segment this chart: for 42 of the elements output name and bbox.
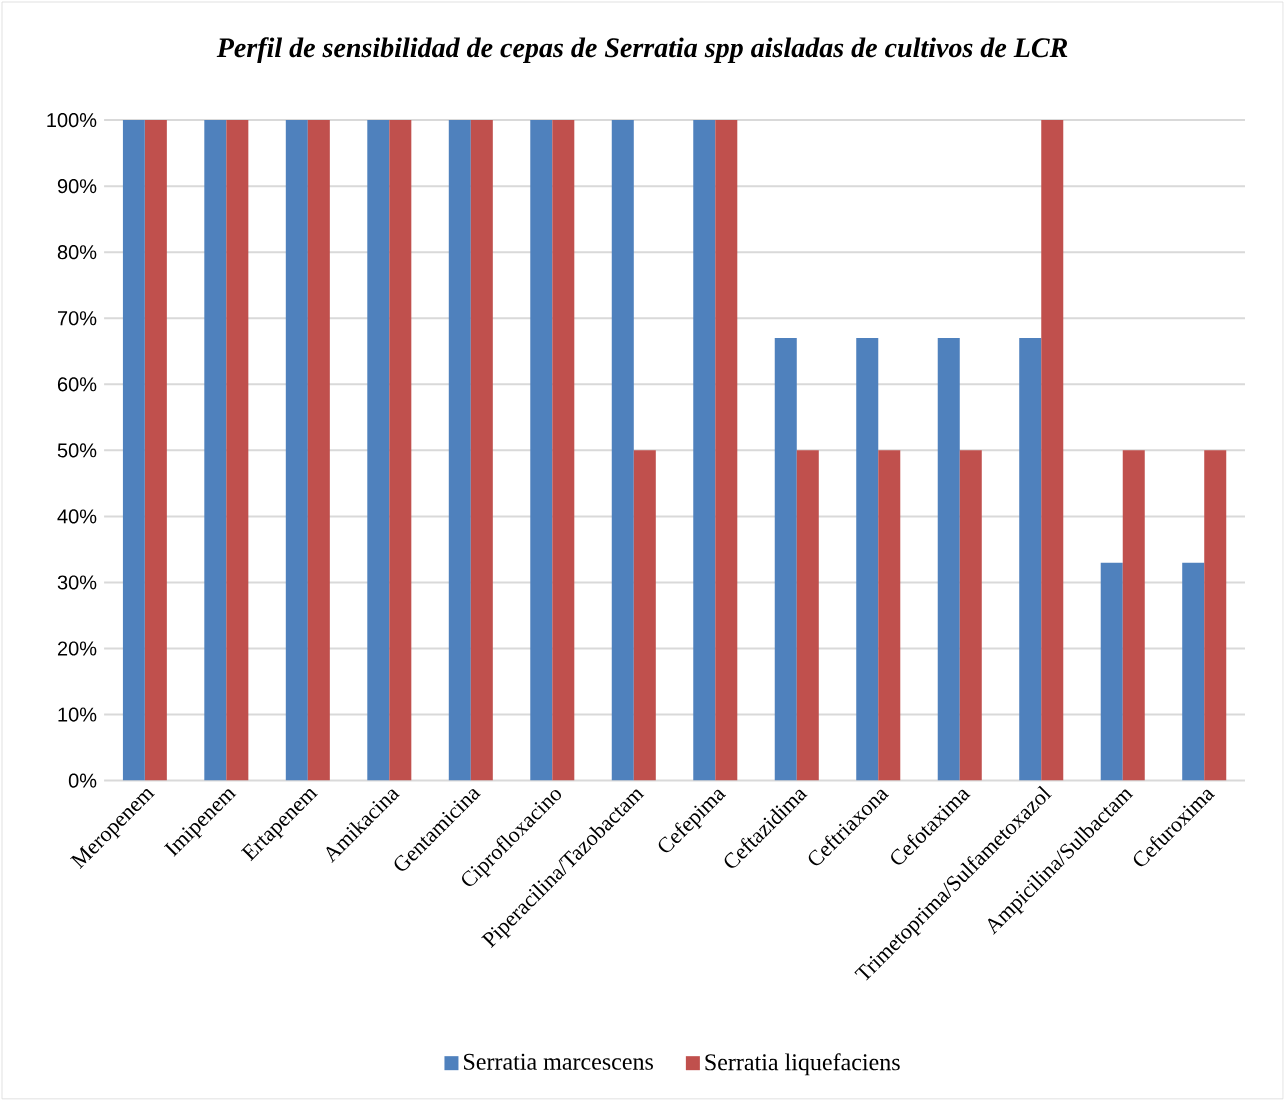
y-tick-label: 100% xyxy=(47,113,97,128)
bar xyxy=(285,120,308,781)
y-tick-label: 80% xyxy=(57,245,97,260)
bar xyxy=(122,120,145,781)
bar xyxy=(204,120,227,781)
bar xyxy=(144,120,167,781)
chart-title: Perfil de sensibilidad de cepas de Serratia spp aisladas de cultivos de LCR xyxy=(216,37,1068,63)
bar xyxy=(1019,338,1042,781)
bar xyxy=(470,120,493,781)
bar xyxy=(552,120,575,781)
bar xyxy=(226,120,249,781)
y-tick-label: 0% xyxy=(68,773,97,788)
bar xyxy=(715,120,738,781)
bar xyxy=(878,450,901,781)
bar xyxy=(611,120,634,781)
bar xyxy=(307,120,330,781)
y-tick-label: 60% xyxy=(57,377,97,392)
bar xyxy=(389,120,412,781)
bar xyxy=(633,450,656,781)
bar xyxy=(1122,450,1145,781)
legend-label: Serratia marcescens xyxy=(464,1053,653,1070)
y-tick-label: 20% xyxy=(57,641,97,656)
y-tick-label: 90% xyxy=(57,179,97,194)
bar xyxy=(796,450,819,781)
bar xyxy=(530,120,553,781)
bar xyxy=(959,450,982,781)
bar xyxy=(693,120,716,781)
bar xyxy=(1041,120,1064,781)
y-tick-label: 70% xyxy=(57,311,97,326)
y-tick-label: 10% xyxy=(58,707,97,722)
bar xyxy=(1182,562,1205,781)
bar xyxy=(1204,450,1227,781)
bar xyxy=(774,338,797,781)
y-tick-label: 30% xyxy=(57,575,97,590)
bar xyxy=(856,338,879,781)
bar xyxy=(448,120,471,781)
legend-label: Serratia liquefaciens xyxy=(705,1053,900,1076)
bar xyxy=(1100,562,1123,781)
bar xyxy=(367,120,390,781)
y-tick-label: 40% xyxy=(57,509,97,524)
y-tick-label: 50% xyxy=(57,443,97,458)
bar xyxy=(937,338,960,781)
